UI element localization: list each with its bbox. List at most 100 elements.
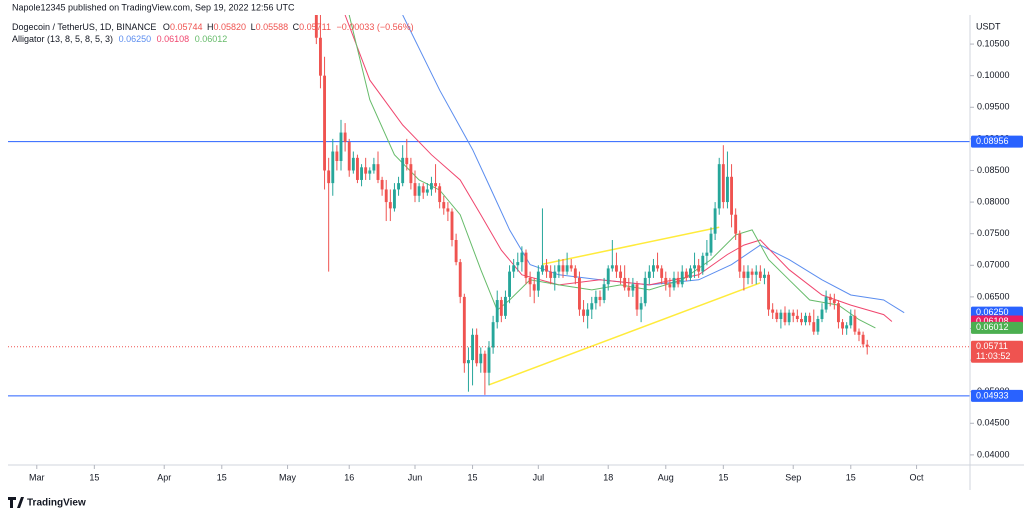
candle-body	[405, 157, 409, 165]
logo-icon	[8, 497, 24, 508]
candle-body	[347, 142, 351, 171]
y-tick-label: 0.10000	[977, 70, 1010, 80]
candle-body	[598, 296, 602, 301]
candle-body	[623, 277, 627, 288]
candle-body	[845, 325, 849, 329]
candle-body	[417, 186, 421, 196]
indicator-badge: 0.06108	[976, 316, 1009, 326]
candle-body	[804, 315, 807, 323]
candle-body	[545, 265, 548, 272]
candle-body	[664, 277, 668, 285]
candle-body	[812, 322, 816, 332]
trendline	[542, 226, 720, 266]
ohlc-key: C	[293, 22, 300, 32]
change: −0.00033 (−0.56%)	[337, 22, 414, 32]
candle-body	[791, 312, 795, 316]
candle-body	[754, 271, 758, 275]
candle-body	[849, 315, 853, 326]
candle-body	[462, 296, 466, 364]
candle-body	[372, 164, 376, 171]
candle-body	[520, 252, 524, 263]
candle-body	[763, 274, 766, 278]
plot-area	[8, 15, 970, 397]
x-tick-label: 15	[217, 472, 227, 482]
y-tick-label: 0.04000	[977, 449, 1010, 459]
candle-body	[861, 334, 865, 345]
x-tick-label: 15	[468, 472, 478, 482]
last-price-label-bg	[971, 340, 1023, 363]
candle-body	[676, 277, 680, 285]
x-tick-label: Apr	[157, 472, 171, 482]
x-tick-label: 15	[89, 472, 99, 482]
candle-body	[438, 186, 442, 203]
x-tick-label: 16	[344, 472, 354, 482]
candle-body	[314, 15, 318, 38]
x-tick-label: Sep	[785, 472, 801, 482]
symbol: Dogecoin / TetherUS, 1D, BINANCE	[12, 22, 156, 32]
candle-body	[800, 319, 803, 323]
last-price-label: 0.05711	[976, 341, 1008, 351]
candle-body	[557, 265, 561, 272]
candle-body	[615, 265, 618, 272]
candle-body	[742, 271, 746, 278]
ohlc-key: L	[251, 22, 256, 32]
ohlc-value: 0.05744	[170, 22, 203, 32]
candle-body	[619, 271, 622, 278]
candle-body	[430, 183, 433, 190]
candle-body	[561, 265, 565, 272]
candle-body	[610, 265, 614, 269]
candle-body	[323, 75, 326, 171]
candle-body	[565, 265, 569, 272]
candle-body	[795, 315, 799, 320]
candle-body	[421, 186, 425, 193]
candle-body	[652, 265, 655, 272]
candle-body	[454, 240, 458, 263]
candle-body	[442, 202, 446, 209]
symbol-legend: Dogecoin / TetherUS, 1D, BINANCE O0.0574…	[12, 22, 414, 32]
candle-body	[327, 170, 331, 184]
candle-body	[512, 265, 516, 272]
candle-body	[775, 312, 779, 320]
candle-body	[532, 284, 536, 291]
candle-body	[475, 334, 479, 364]
candle-body	[656, 265, 659, 269]
candle-body	[787, 312, 791, 323]
candle-body	[479, 353, 483, 364]
candle-body	[701, 255, 705, 272]
x-tick-label: 15	[718, 472, 728, 482]
candle-body	[828, 296, 832, 301]
publisher: Napole12345 published on TradingView.com…	[12, 2, 295, 12]
indicator-value: 0.06012	[195, 34, 228, 44]
y-tick-label: 0.08000	[977, 196, 1010, 206]
candle-body	[824, 296, 828, 310]
candle-body	[364, 167, 368, 174]
candle-body	[832, 300, 836, 304]
candle-body	[368, 170, 372, 174]
candle-body	[541, 265, 544, 272]
alligator-line	[348, 15, 876, 329]
candle-body	[750, 271, 754, 275]
y-tick-label: 0.06500	[977, 291, 1010, 301]
ohlc-key: H	[207, 22, 214, 32]
candle-body	[783, 312, 787, 323]
candle-body	[738, 233, 742, 272]
candle-body	[841, 322, 844, 329]
candle-body	[689, 268, 692, 278]
candle-body	[528, 277, 532, 285]
candle-body	[549, 271, 553, 278]
x-tick-label: Oct	[910, 472, 925, 482]
candle-body	[668, 284, 672, 288]
y-tick-label: 0.10500	[977, 38, 1010, 48]
candle-body	[401, 157, 405, 184]
candle-body	[627, 287, 631, 291]
candle-body	[376, 164, 380, 180]
candle-body	[380, 179, 384, 190]
candle-body	[467, 360, 470, 364]
y-tick-label: 0.09500	[977, 102, 1010, 112]
candle-body	[680, 271, 684, 285]
candle-body	[384, 189, 388, 203]
candle-body	[573, 268, 577, 278]
candle-body	[504, 296, 507, 316]
candle-body	[705, 252, 709, 256]
level-label-bg	[971, 135, 1023, 148]
